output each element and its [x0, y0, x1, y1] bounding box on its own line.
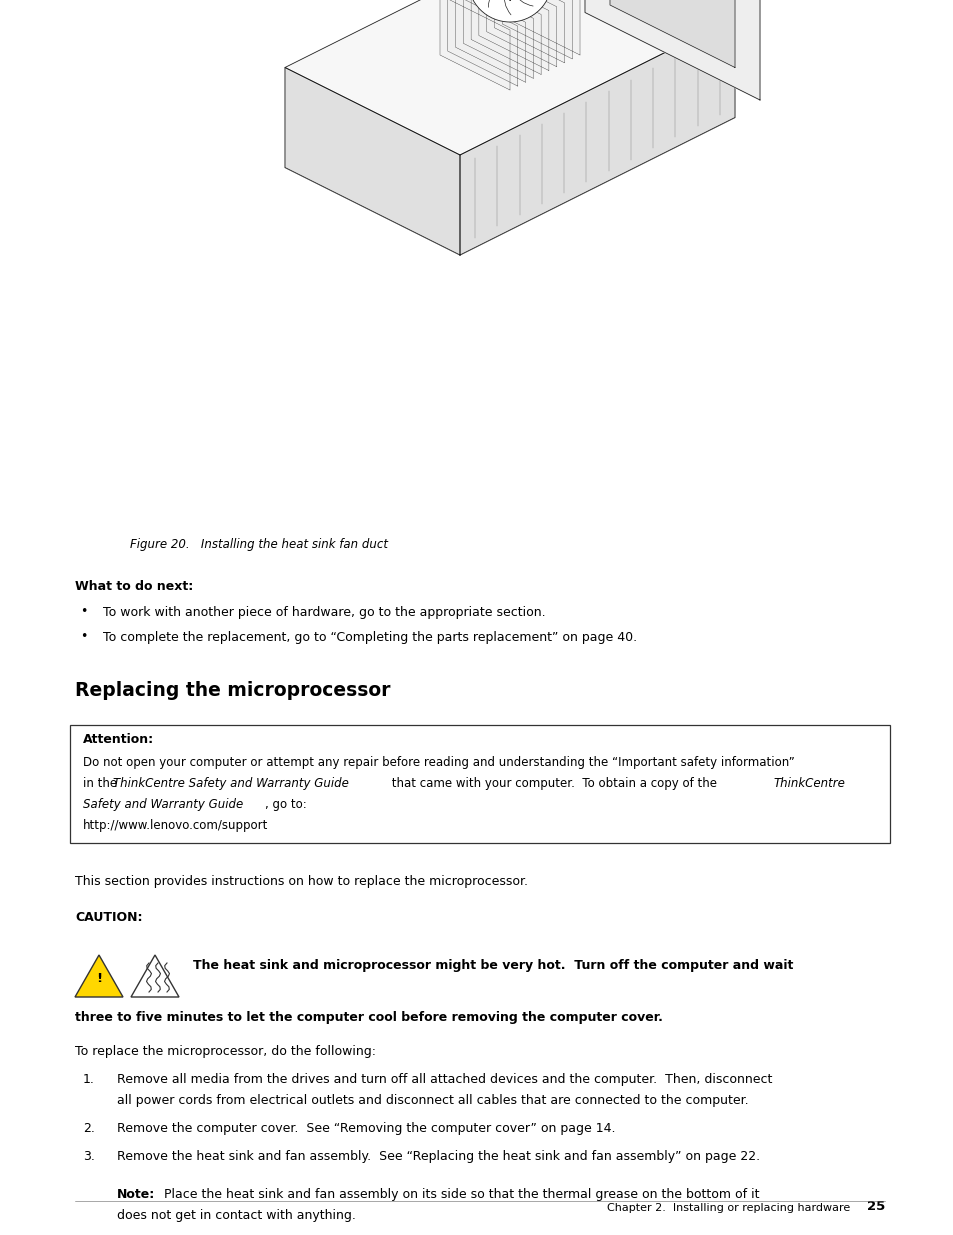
Text: Figure 20.   Installing the heat sink fan duct: Figure 20. Installing the heat sink fan …: [130, 538, 388, 551]
Polygon shape: [285, 68, 459, 254]
Text: To complete the replacement, go to “Completing the parts replacement” on page 40: To complete the replacement, go to “Comp…: [103, 631, 637, 643]
Text: What to do next:: What to do next:: [75, 580, 193, 593]
Text: three to five minutes to let the computer cool before removing the computer cove: three to five minutes to let the compute…: [75, 1011, 662, 1024]
Polygon shape: [501, 0, 572, 59]
Text: Do not open your computer or attempt any repair before reading and understanding: Do not open your computer or attempt any…: [83, 756, 794, 769]
Text: , go to:: , go to:: [265, 798, 307, 811]
Text: Place the heat sink and fan assembly on its side so that the thermal grease on t: Place the heat sink and fan assembly on …: [164, 1188, 759, 1200]
Polygon shape: [439, 0, 510, 90]
Polygon shape: [75, 955, 123, 997]
Polygon shape: [471, 0, 540, 74]
Polygon shape: [494, 0, 564, 63]
Text: !: !: [96, 972, 102, 984]
Text: 3.: 3.: [83, 1150, 94, 1163]
Text: To replace the microprocessor, do the following:: To replace the microprocessor, do the fo…: [75, 1045, 375, 1058]
Text: 25: 25: [866, 1200, 884, 1213]
Text: Replacing the microprocessor: Replacing the microprocessor: [75, 680, 390, 700]
Polygon shape: [459, 17, 734, 254]
Text: •: •: [80, 630, 88, 643]
Text: all power cords from electrical outlets and disconnect all cables that are conne: all power cords from electrical outlets …: [117, 1094, 748, 1107]
Polygon shape: [456, 0, 525, 83]
Text: http://www.lenovo.com/support: http://www.lenovo.com/support: [83, 819, 268, 832]
Text: To work with another piece of hardware, go to the appropriate section.: To work with another piece of hardware, …: [103, 606, 545, 619]
Text: Chapter 2.  Installing or replacing hardware: Chapter 2. Installing or replacing hardw…: [606, 1203, 849, 1213]
Polygon shape: [584, 0, 760, 100]
Text: 1.: 1.: [83, 1073, 94, 1086]
Text: Attention:: Attention:: [83, 734, 154, 746]
Text: The heat sink and microprocessor might be very hot.  Turn off the computer and w: The heat sink and microprocessor might b…: [193, 960, 793, 972]
Polygon shape: [486, 0, 557, 67]
Text: Safety and Warranty Guide: Safety and Warranty Guide: [83, 798, 243, 811]
Polygon shape: [131, 955, 179, 997]
Text: Remove all media from the drives and turn off all attached devices and the compu: Remove all media from the drives and tur…: [117, 1073, 772, 1086]
Text: ThinkCentre Safety and Warranty Guide: ThinkCentre Safety and Warranty Guide: [112, 777, 349, 790]
Text: does not get in contact with anything.: does not get in contact with anything.: [117, 1209, 355, 1221]
Text: Note:: Note:: [117, 1188, 155, 1200]
Polygon shape: [609, 0, 734, 68]
Text: Remove the heat sink and fan assembly.  See “Replacing the heat sink and fan ass: Remove the heat sink and fan assembly. S…: [117, 1150, 760, 1163]
Text: This section provides instructions on how to replace the microprocessor.: This section provides instructions on ho…: [75, 876, 527, 888]
Text: 2.: 2.: [83, 1123, 94, 1135]
Text: in the: in the: [83, 777, 121, 790]
Text: CAUTION:: CAUTION:: [75, 911, 142, 924]
Polygon shape: [478, 0, 548, 70]
Polygon shape: [285, 0, 734, 156]
Polygon shape: [510, 0, 579, 56]
Text: •: •: [80, 605, 88, 618]
Polygon shape: [285, 30, 734, 254]
FancyBboxPatch shape: [70, 725, 889, 844]
Circle shape: [468, 0, 552, 22]
Polygon shape: [447, 0, 517, 86]
Polygon shape: [463, 0, 533, 78]
Text: that came with your computer.  To obtain a copy of the: that came with your computer. To obtain …: [388, 777, 720, 790]
Text: ThinkCentre: ThinkCentre: [772, 777, 844, 790]
Text: Remove the computer cover.  See “Removing the computer cover” on page 14.: Remove the computer cover. See “Removing…: [117, 1123, 615, 1135]
